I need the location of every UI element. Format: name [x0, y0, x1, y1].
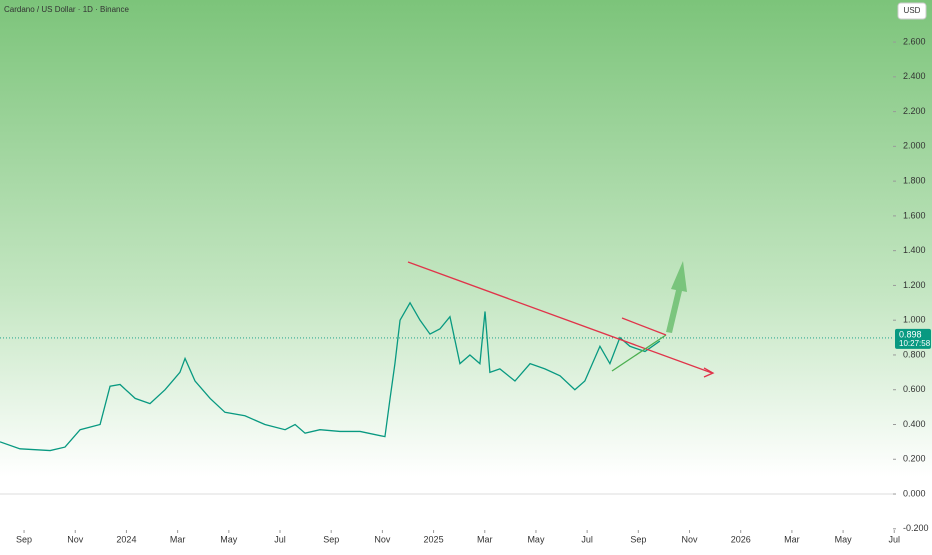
x-tick-label: May [835, 534, 853, 544]
y-tick-label: -0.200 [903, 523, 929, 533]
y-tick-label: 2.600 [903, 36, 926, 46]
x-tick-label: 2026 [731, 534, 751, 544]
last-price-badge [895, 328, 931, 349]
arrow-head [703, 367, 715, 378]
x-tick-label: Sep [630, 534, 646, 544]
chart-title: Cardano / US Dollar · 1D · Binance [4, 5, 129, 14]
x-tick-label: 2024 [116, 534, 136, 544]
y-tick-label: 1.400 [903, 245, 926, 255]
x-tick-label: May [220, 534, 238, 544]
y-tick-label: 1.200 [903, 280, 926, 290]
y-tick-label: 0.800 [903, 349, 926, 359]
trendline [621, 317, 667, 336]
x-tick-label: Mar [784, 534, 800, 544]
x-tick-label: 2025 [424, 534, 444, 544]
trendline [407, 261, 713, 374]
x-tick-label: May [527, 534, 545, 544]
trendline [611, 334, 667, 372]
x-tick-label: Jul [581, 534, 593, 544]
last-price-label: 0.898 [899, 329, 922, 339]
currency-button[interactable] [897, 2, 927, 20]
currency-label[interactable]: USD [904, 6, 921, 15]
y-tick-label: 1.800 [903, 176, 926, 186]
y-tick-label: 2.000 [903, 141, 926, 151]
y-tick-label: 2.400 [903, 71, 926, 81]
plot-background [0, 0, 932, 530]
y-tick-label: 0.200 [903, 454, 926, 464]
x-tick-label: Nov [67, 534, 84, 544]
y-tick-label: 1.600 [903, 210, 926, 220]
projection-arrow [666, 261, 687, 333]
drawings [407, 261, 715, 378]
y-tick-label: 0.000 [903, 488, 926, 498]
x-tick-label: Jul [889, 534, 901, 544]
x-tick-label: Mar [170, 534, 186, 544]
x-tick-label: Sep [323, 534, 339, 544]
countdown-label: 10:27:58 [899, 339, 931, 348]
x-tick-label: Nov [682, 534, 699, 544]
y-tick-label: 2.200 [903, 106, 926, 116]
y-tick-label: 0.600 [903, 384, 926, 394]
x-tick-label: Sep [16, 534, 32, 544]
x-tick-label: Nov [374, 534, 391, 544]
time-axis-background [0, 530, 932, 550]
x-tick-label: Mar [477, 534, 493, 544]
price-line [0, 301, 661, 452]
y-tick-label: 0.400 [903, 419, 926, 429]
x-tick-label: Jul [274, 534, 286, 544]
y-tick-label: 1.000 [903, 315, 926, 325]
